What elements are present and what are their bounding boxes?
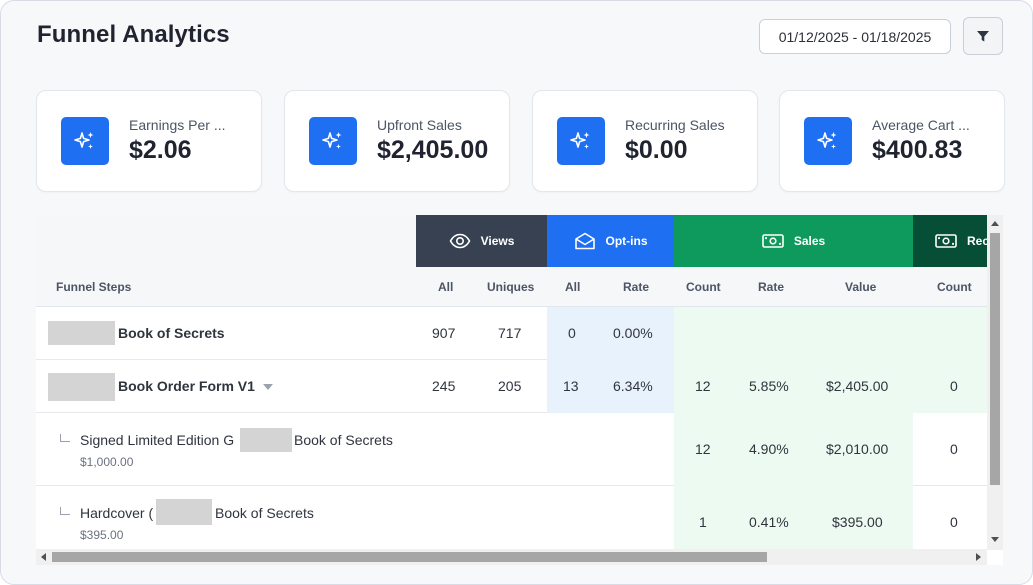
funnel-table: Views Opt-ins Sales Rec Funnel Steps All… xyxy=(36,215,1003,565)
kpi-card-earnings-per: Earnings Per ... $2.06 xyxy=(36,90,262,192)
sales-cell-bg xyxy=(674,413,913,486)
kpi-value: $2.06 xyxy=(129,136,192,164)
redacted-text xyxy=(240,428,292,452)
money-icon xyxy=(762,234,784,248)
views-uniques-value: 717 xyxy=(498,325,522,341)
column-header-sales-count[interactable]: Count xyxy=(686,280,721,294)
recurring-count-value: 0 xyxy=(950,378,958,394)
table-row[interactable]: Book of Secrets 907 717 0 0.00% xyxy=(36,307,1003,360)
envelope-open-icon xyxy=(574,232,595,250)
kpi-card-upfront-sales: Upfront Sales $2,405.00 xyxy=(284,90,510,192)
sparkles-icon xyxy=(309,117,357,165)
funnel-table-viewport[interactable]: Views Opt-ins Sales Rec Funnel Steps All… xyxy=(36,215,1003,550)
kpi-label: Upfront Sales xyxy=(377,117,462,133)
sales-value: $2,405.00 xyxy=(826,378,889,394)
kpi-label: Recurring Sales xyxy=(625,117,725,133)
sales-count-value: 12 xyxy=(695,378,711,394)
table-row[interactable]: Book Order Form V1 245 205 13 6.34% 12 5… xyxy=(36,360,1003,413)
recurring-count-value: 0 xyxy=(950,514,958,530)
optins-all-value: 0 xyxy=(568,325,576,341)
sales-cell-bg xyxy=(674,307,1003,360)
redacted-thumbnail xyxy=(48,321,115,345)
kpi-value: $2,405.00 xyxy=(377,136,489,164)
optins-rate-value: 0.00% xyxy=(613,325,653,341)
eye-icon xyxy=(449,233,471,249)
column-header-sales-rate[interactable]: Rate xyxy=(758,280,785,294)
sales-cell-bg xyxy=(674,486,913,550)
scroll-up-arrow-icon[interactable] xyxy=(991,221,999,226)
redacted-thumbnail xyxy=(48,373,115,401)
optins-all-value: 13 xyxy=(563,378,579,394)
filter-button[interactable] xyxy=(963,17,1003,55)
money-icon xyxy=(935,234,957,248)
product-price: $395.00 xyxy=(80,528,124,542)
sales-count-value: 1 xyxy=(699,514,707,530)
column-header-recurring-count[interactable]: Count xyxy=(937,280,972,294)
column-header-sales-value[interactable]: Value xyxy=(845,280,877,294)
filter-icon xyxy=(977,31,989,42)
table-row[interactable]: Signed Limited Edition G Book of Secrets… xyxy=(36,413,1003,486)
chevron-down-icon[interactable] xyxy=(263,384,273,390)
optins-cell-bg xyxy=(547,360,674,413)
page-title: Funnel Analytics xyxy=(37,21,230,48)
group-header-label: Sales xyxy=(793,234,826,248)
kpi-label: Earnings Per ... xyxy=(129,117,226,133)
product-name-a: Signed Limited Edition G xyxy=(80,432,235,448)
group-header-sales: Sales xyxy=(674,215,913,267)
product-price: $1,000.00 xyxy=(80,455,134,469)
step-name: Book Order Form V1 xyxy=(118,378,255,394)
views-uniques-value: 205 xyxy=(498,378,522,394)
optins-cell-bg xyxy=(547,307,674,360)
product-name-a: Hardcover ( xyxy=(80,505,154,521)
product-name-b: Book of Secrets xyxy=(294,432,393,448)
views-all-value: 245 xyxy=(432,378,456,394)
sales-rate-value: 5.85% xyxy=(749,378,789,394)
sales-rate-value: 4.90% xyxy=(749,441,789,457)
horizontal-scrollbar[interactable] xyxy=(36,549,987,565)
group-header-spacer xyxy=(36,215,416,267)
views-all-value: 907 xyxy=(432,325,456,341)
column-header-optins-rate[interactable]: Rate xyxy=(623,280,650,294)
recurring-count-value: 0 xyxy=(950,441,958,457)
group-header-opt-ins: Opt-ins xyxy=(547,215,674,267)
redacted-text xyxy=(156,499,212,525)
table-row[interactable]: Hardcover ( Book of Secrets $395.00 1 0.… xyxy=(36,486,1003,550)
step-name: Book of Secrets xyxy=(118,325,225,341)
column-header-optins-all[interactable]: All xyxy=(565,280,581,294)
column-header-row xyxy=(36,267,1003,307)
kpi-card-recurring-sales: Recurring Sales $0.00 xyxy=(532,90,758,192)
sparkles-icon xyxy=(804,117,852,165)
kpi-card-average-cart: Average Cart ... $400.83 xyxy=(779,90,1005,192)
column-header-funnel-steps: Funnel Steps xyxy=(56,280,132,294)
group-header-label: Opt-ins xyxy=(605,234,648,248)
sales-count-value: 12 xyxy=(695,441,711,457)
group-header-label: Rec xyxy=(967,234,990,248)
horizontal-scrollbar-thumb[interactable] xyxy=(52,552,767,562)
vertical-scrollbar[interactable] xyxy=(987,215,1003,550)
column-header-views-all[interactable]: All xyxy=(438,280,454,294)
kpi-value: $400.83 xyxy=(872,136,963,164)
tree-connector xyxy=(60,507,70,515)
sales-rate-value: 0.41% xyxy=(749,514,789,530)
group-header-views: Views xyxy=(416,215,547,267)
column-header-views-uniques[interactable]: Uniques xyxy=(487,280,535,294)
kpi-value: $0.00 xyxy=(625,136,688,164)
sales-value: $2,010.00 xyxy=(826,441,889,457)
vertical-scrollbar-thumb[interactable] xyxy=(990,233,1000,485)
sales-cell-bg xyxy=(674,360,1003,413)
group-header-label: Views xyxy=(480,234,515,248)
scroll-down-arrow-icon[interactable] xyxy=(991,537,999,542)
kpi-label: Average Cart ... xyxy=(872,117,970,133)
sales-value: $395.00 xyxy=(832,514,883,530)
scroll-right-arrow-icon[interactable] xyxy=(976,553,981,561)
product-name-b: Book of Secrets xyxy=(215,505,314,521)
optins-rate-value: 6.34% xyxy=(613,378,653,394)
scroll-left-arrow-icon[interactable] xyxy=(41,553,46,561)
sparkles-icon xyxy=(61,117,109,165)
date-range-picker[interactable]: 01/12/2025 - 01/18/2025 xyxy=(759,19,951,54)
tree-connector xyxy=(60,434,70,442)
sparkles-icon xyxy=(557,117,605,165)
